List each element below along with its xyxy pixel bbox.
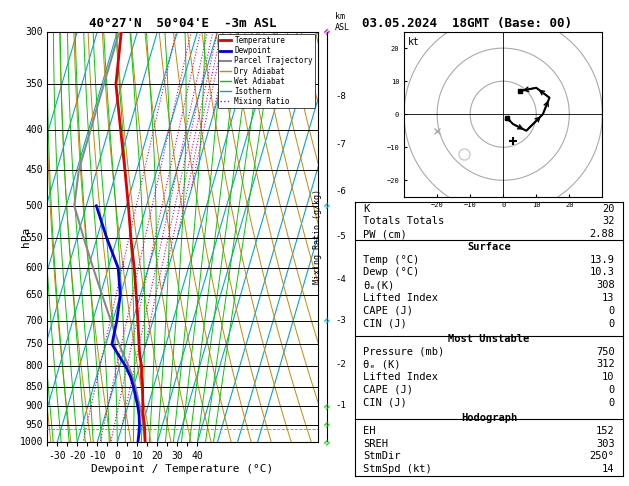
Text: θₑ(K): θₑ(K): [364, 280, 394, 290]
Text: CIN (J): CIN (J): [364, 318, 407, 329]
Text: Lifted Index: Lifted Index: [364, 293, 438, 303]
Text: 700: 700: [26, 315, 43, 326]
Text: 2.88: 2.88: [590, 229, 615, 239]
Text: CAPE (J): CAPE (J): [364, 306, 413, 316]
Text: -5: -5: [335, 232, 346, 241]
Text: 10: 10: [602, 372, 615, 382]
Text: 0: 0: [608, 385, 615, 395]
Text: PW (cm): PW (cm): [364, 229, 407, 239]
Text: kt: kt: [408, 36, 420, 47]
Text: 900: 900: [26, 401, 43, 411]
Text: SREH: SREH: [364, 438, 388, 449]
Text: 500: 500: [26, 201, 43, 211]
Text: 20: 20: [602, 204, 615, 214]
Text: ≡: ≡: [321, 401, 333, 412]
Text: StmSpd (kt): StmSpd (kt): [364, 464, 432, 474]
Text: 450: 450: [26, 165, 43, 175]
Text: StmDir: StmDir: [364, 451, 401, 461]
Text: ≡: ≡: [321, 419, 333, 431]
Text: 950: 950: [26, 420, 43, 430]
Text: -7: -7: [335, 140, 346, 149]
Text: Mixing Ratio (g/kg): Mixing Ratio (g/kg): [313, 190, 322, 284]
Text: 400: 400: [26, 125, 43, 135]
Text: 10.3: 10.3: [590, 267, 615, 278]
Text: ≡: ≡: [321, 200, 333, 211]
Text: ≡: ≡: [321, 26, 333, 37]
Text: -6: -6: [335, 187, 346, 196]
Text: km
ASL: km ASL: [335, 12, 350, 32]
Text: CAPE (J): CAPE (J): [364, 385, 413, 395]
Text: ≡: ≡: [321, 315, 333, 326]
Text: 800: 800: [26, 361, 43, 371]
Text: Dewp (°C): Dewp (°C): [364, 267, 420, 278]
Title: 40°27'N  50°04'E  -3m ASL: 40°27'N 50°04'E -3m ASL: [89, 17, 276, 31]
Text: Totals Totals: Totals Totals: [364, 216, 445, 226]
Text: 250°: 250°: [590, 451, 615, 461]
Text: 550: 550: [26, 233, 43, 243]
Text: -3: -3: [335, 316, 346, 325]
Text: 0: 0: [608, 398, 615, 408]
Text: 312: 312: [596, 360, 615, 369]
Text: 13: 13: [602, 293, 615, 303]
Text: -4: -4: [335, 275, 346, 284]
Text: Hodograph: Hodograph: [461, 413, 517, 423]
Text: 1: 1: [120, 262, 125, 268]
Text: -2: -2: [335, 360, 346, 369]
Text: 303: 303: [596, 438, 615, 449]
Text: θₑ (K): θₑ (K): [364, 360, 401, 369]
Text: 0: 0: [608, 306, 615, 316]
Text: 350: 350: [26, 79, 43, 89]
Text: 650: 650: [26, 290, 43, 300]
Text: 0: 0: [608, 318, 615, 329]
Text: 03.05.2024  18GMT (Base: 00): 03.05.2024 18GMT (Base: 00): [362, 17, 572, 30]
Text: 850: 850: [26, 382, 43, 392]
Text: Most Unstable: Most Unstable: [448, 334, 530, 344]
Text: ≡: ≡: [321, 436, 333, 448]
X-axis label: Dewpoint / Temperature (°C): Dewpoint / Temperature (°C): [91, 464, 274, 474]
Text: 13.9: 13.9: [590, 255, 615, 265]
Text: Temp (°C): Temp (°C): [364, 255, 420, 265]
Text: K: K: [364, 204, 370, 214]
Text: Pressure (mb): Pressure (mb): [364, 347, 445, 357]
Text: CIN (J): CIN (J): [364, 398, 407, 408]
Legend: Temperature, Dewpoint, Parcel Trajectory, Dry Adiabat, Wet Adiabat, Isotherm, Mi: Temperature, Dewpoint, Parcel Trajectory…: [218, 34, 315, 108]
Text: EH: EH: [364, 426, 376, 436]
Text: 750: 750: [26, 339, 43, 349]
Text: Lifted Index: Lifted Index: [364, 372, 438, 382]
Text: Surface: Surface: [467, 242, 511, 252]
Text: 32: 32: [602, 216, 615, 226]
Text: hPa: hPa: [21, 227, 31, 247]
Text: 300: 300: [26, 27, 43, 36]
Text: 308: 308: [596, 280, 615, 290]
Text: 600: 600: [26, 263, 43, 273]
Text: -1: -1: [335, 401, 346, 410]
Text: 750: 750: [596, 347, 615, 357]
Text: 14: 14: [602, 464, 615, 474]
Text: 1000: 1000: [19, 437, 43, 447]
Text: 152: 152: [596, 426, 615, 436]
Text: -8: -8: [335, 92, 346, 101]
